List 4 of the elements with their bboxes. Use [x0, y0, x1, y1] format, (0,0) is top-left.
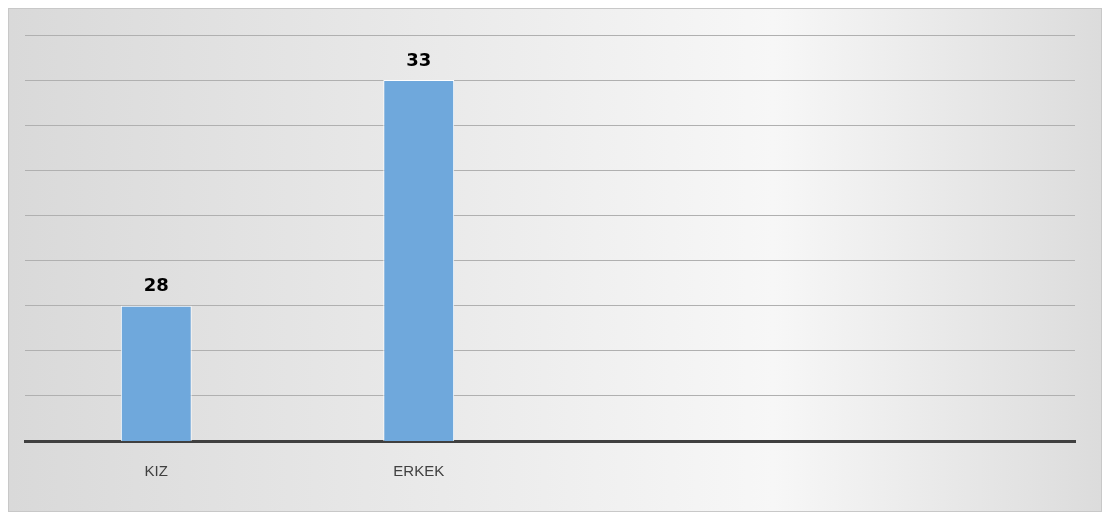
- data-label: 28: [143, 274, 169, 296]
- x-tick-label: ERKEK: [393, 462, 445, 480]
- data-label: 33: [406, 48, 432, 70]
- x-tick-label: KIZ: [144, 462, 168, 480]
